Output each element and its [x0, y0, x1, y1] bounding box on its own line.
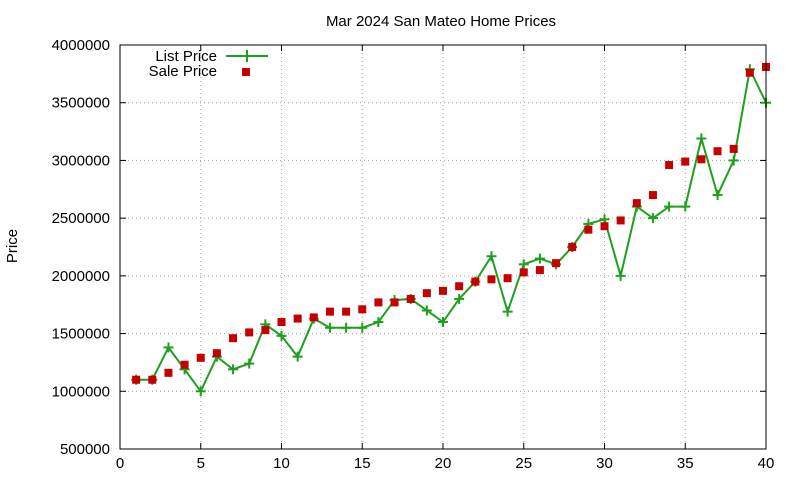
sale-price-point: [261, 326, 270, 335]
list-price-point: [244, 358, 255, 369]
sale-price-point: [164, 368, 173, 377]
list-price-point: [163, 342, 174, 353]
sale-price-point: [584, 225, 593, 234]
sale-price-point: [132, 375, 141, 384]
sale-price-point: [471, 277, 480, 286]
list-price-point: [518, 259, 529, 270]
x-tick-label: 5: [197, 455, 205, 472]
y-tick-label: 1500000: [52, 326, 110, 343]
sale-price-point: [390, 298, 399, 307]
sale-price-point: [568, 243, 577, 251]
list-price-point: [534, 253, 545, 264]
list-price-point: [454, 293, 465, 304]
legend-marker-sale-price: [242, 68, 250, 76]
list-price-point: [228, 364, 239, 375]
sale-price-point: [180, 360, 189, 369]
sale-price-point: [309, 313, 318, 322]
x-tick-label: 10: [273, 455, 290, 472]
plot-frame: [119, 44, 767, 450]
y-tick-label: 500000: [60, 441, 110, 458]
list-price-point: [728, 155, 739, 166]
y-tick-label: 2500000: [52, 210, 110, 227]
sale-price-point: [439, 286, 447, 295]
legend-marker-list-price: [241, 50, 253, 62]
list-price-point: [357, 322, 368, 333]
list-price-point: [324, 322, 335, 333]
list-price-line: [136, 66, 767, 394]
y-axis-label: Price: [4, 229, 21, 263]
sale-price-point: [148, 375, 157, 384]
legend-label-list-price: List Price: [155, 48, 217, 65]
y-tick-label: 3500000: [52, 95, 110, 112]
x-tick-label: 15: [354, 455, 371, 472]
legend-label-sale-price: Sale Price: [149, 63, 217, 80]
sale-price-point: [358, 305, 367, 314]
list-price-point: [696, 133, 707, 144]
sale-price-point: [665, 161, 674, 170]
sale-price-point: [729, 144, 738, 153]
sale-price-point: [600, 222, 609, 231]
sale-price-point: [196, 353, 205, 362]
sale-price-point: [648, 191, 657, 200]
sale-price-point: [487, 275, 496, 284]
list-price-point: [421, 305, 432, 316]
sale-price-point: [535, 266, 544, 275]
list-price-series: [131, 64, 771, 397]
y-tick-label: 4000000: [52, 37, 110, 54]
sale-price-point: [422, 289, 431, 298]
list-price-point: [373, 317, 384, 328]
sale-price-point: [229, 334, 238, 343]
sale-price-point: [374, 298, 383, 307]
sale-price-point: [745, 68, 754, 77]
sale-price-point: [681, 157, 690, 166]
y-tick-label: 1000000: [52, 383, 110, 400]
list-price-point: [502, 306, 513, 317]
sale-price-point: [245, 328, 254, 337]
y-tick-label: 3000000: [52, 152, 110, 169]
chart-title: Mar 2024 San Mateo Home Prices: [326, 13, 556, 30]
axis-ticks: 0 5 10 15 20 25 30 35 40 500000 1000000 1500000 2000…: [52, 37, 775, 472]
x-tick-label: 20: [435, 455, 452, 472]
list-price-point: [276, 330, 287, 341]
list-price-point: [195, 386, 206, 397]
sale-price-point: [503, 274, 512, 283]
x-tick-label: 25: [515, 455, 532, 472]
sale-price-point: [616, 216, 625, 225]
sale-price-point: [342, 307, 351, 316]
sale-price-series: [132, 62, 770, 384]
x-tick-label: 30: [596, 455, 613, 472]
list-price-point: [615, 270, 626, 281]
sale-price-point: [325, 307, 334, 316]
sale-price-point: [519, 268, 528, 277]
list-price-point: [341, 322, 352, 333]
x-tick-label: 40: [758, 455, 775, 472]
x-tick-label: 0: [116, 455, 124, 472]
y-tick-label: 2000000: [52, 268, 110, 285]
x-tick-label: 35: [677, 455, 694, 472]
list-price-point: [647, 213, 658, 224]
sale-price-point: [212, 349, 221, 358]
sale-price-point: [552, 259, 561, 268]
list-price-point: [486, 251, 497, 262]
sale-price-point: [293, 314, 302, 323]
sale-price-point: [277, 318, 286, 327]
sale-price-point: [713, 147, 722, 156]
list-price-point: [292, 351, 303, 362]
sale-price-point: [455, 282, 464, 291]
list-price-point: [438, 317, 448, 328]
list-price-point: [664, 201, 675, 212]
list-price-point: [680, 201, 691, 212]
list-price-point: [712, 190, 723, 201]
sale-price-point: [406, 294, 415, 303]
sale-price-point: [697, 155, 706, 164]
sale-price-point: [632, 199, 641, 208]
grid: [120, 45, 766, 449]
legend: List Price Sale Price: [149, 48, 268, 80]
